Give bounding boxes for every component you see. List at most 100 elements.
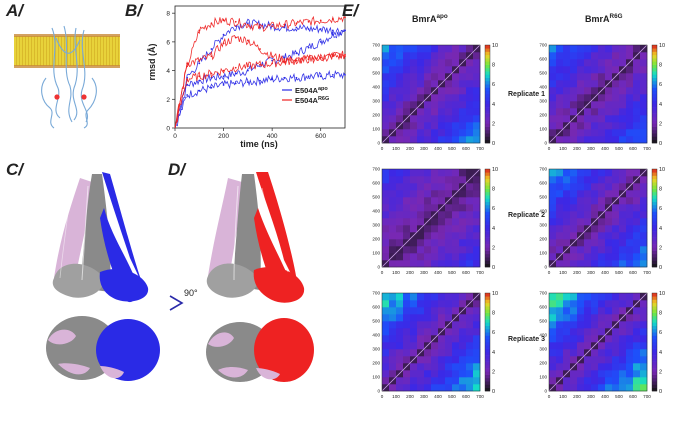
matrix-cell — [459, 169, 467, 177]
matrix-cell — [584, 204, 592, 212]
matrix-cell — [549, 300, 557, 308]
matrix-y-tick: 600 — [372, 305, 380, 310]
colorbar-segment — [652, 48, 657, 52]
matrix-cell — [466, 59, 474, 67]
matrix-cell — [619, 260, 627, 268]
matrix-cell — [403, 211, 411, 219]
colorbar-segment — [652, 319, 657, 323]
matrix-y-tick: 700 — [539, 167, 547, 172]
matrix-cell — [584, 218, 592, 226]
col-title-apo: BmrAapo — [412, 13, 448, 24]
matrix-cell — [598, 211, 606, 219]
matrix-cell — [382, 129, 390, 137]
matrix-cell — [584, 45, 592, 53]
matrix-cell — [466, 190, 474, 198]
matrix-cell — [403, 356, 411, 364]
matrix-cell — [424, 335, 432, 343]
matrix-cell — [431, 204, 439, 212]
matrix-cell — [570, 335, 578, 343]
matrix-cell — [445, 176, 453, 184]
matrix-cell — [459, 384, 467, 392]
matrix-cell — [382, 45, 390, 53]
matrix-cell — [382, 349, 390, 357]
rmsd-series-line — [174, 35, 346, 129]
matrix-x-tick: 300 — [587, 394, 595, 399]
matrix-cell — [619, 211, 627, 219]
matrix-cell — [591, 349, 599, 357]
rmsd-data-point — [222, 42, 225, 45]
matrix-cell — [445, 190, 453, 198]
matrix-cell — [396, 260, 404, 268]
matrix-cell — [396, 321, 404, 329]
colorbar-segment — [652, 201, 657, 206]
colorbar-segment — [485, 364, 490, 369]
colorbar-segment — [652, 129, 657, 134]
matrix-cell — [626, 314, 634, 322]
matrix-cell — [424, 211, 432, 219]
matrix-cell — [612, 232, 620, 240]
matrix-cell — [577, 314, 585, 322]
matrix-cell — [584, 59, 592, 67]
matrix-cell — [591, 66, 599, 74]
matrix-cell — [640, 260, 648, 268]
colorbar-tick-label: 8 — [659, 63, 662, 69]
matrix-cell — [389, 293, 397, 301]
matrix-cell — [570, 73, 578, 81]
matrix-cell — [452, 307, 460, 315]
colorbar-segment — [485, 51, 490, 56]
matrix-diagonal — [381, 292, 481, 392]
rmsd-data-point — [295, 22, 298, 25]
matrix-cell — [619, 253, 627, 261]
matrix-cell — [473, 101, 481, 109]
matrix-cell — [549, 66, 557, 74]
colorbar-segment — [652, 175, 657, 180]
matrix-cell — [410, 246, 418, 254]
matrix-cell — [424, 218, 432, 226]
matrix-cell — [556, 246, 564, 254]
colorbar-segment — [652, 195, 657, 199]
matrix-y-tick: 400 — [372, 333, 380, 338]
matrix-cell — [396, 342, 404, 350]
matrix-cell — [563, 66, 571, 74]
colorbar-segment — [485, 263, 490, 268]
matrix-cell — [605, 321, 613, 329]
rmsd-matrix: 0010010020020030030040040050050060060070… — [539, 43, 665, 151]
matrix-cell — [619, 384, 627, 392]
rmsd-data-point — [198, 75, 201, 78]
matrix-cell — [591, 239, 599, 247]
matrix-cell — [556, 115, 564, 123]
matrix-cell — [549, 328, 557, 336]
matrix-cell — [424, 356, 432, 364]
matrix-cell — [640, 218, 648, 226]
matrix-cell — [417, 370, 425, 378]
matrix-cell — [389, 115, 397, 123]
colorbar-segment — [485, 133, 490, 137]
matrix-cell — [473, 218, 481, 226]
matrix-cell — [431, 211, 439, 219]
rmsd-data-point — [283, 26, 286, 29]
matrix-cell — [438, 232, 446, 240]
matrix-cell — [563, 52, 571, 60]
matrix-cell — [640, 211, 648, 219]
matrix-cell — [403, 349, 411, 357]
matrix-cell — [396, 176, 404, 184]
colorbar-tick-label: 4 — [659, 350, 662, 356]
matrix-cell — [389, 136, 397, 144]
matrix-cell — [584, 73, 592, 81]
colorbar-segment — [652, 71, 657, 75]
colorbar-tick-label: 0 — [659, 141, 662, 147]
matrix-cell — [584, 356, 592, 364]
matrix-cell — [563, 122, 571, 130]
matrix-cell — [563, 225, 571, 233]
matrix-cell — [410, 59, 418, 67]
matrix-cell — [640, 129, 648, 137]
matrix-cell — [396, 80, 404, 88]
matrix-cell — [424, 321, 432, 329]
matrix-cell — [598, 384, 606, 392]
matrix-cell — [570, 218, 578, 226]
matrix-cell — [417, 232, 425, 240]
matrix-cell — [640, 115, 648, 123]
matrix-cell — [605, 225, 613, 233]
matrix-cell — [445, 300, 453, 308]
rmsd-data-point — [295, 52, 298, 55]
